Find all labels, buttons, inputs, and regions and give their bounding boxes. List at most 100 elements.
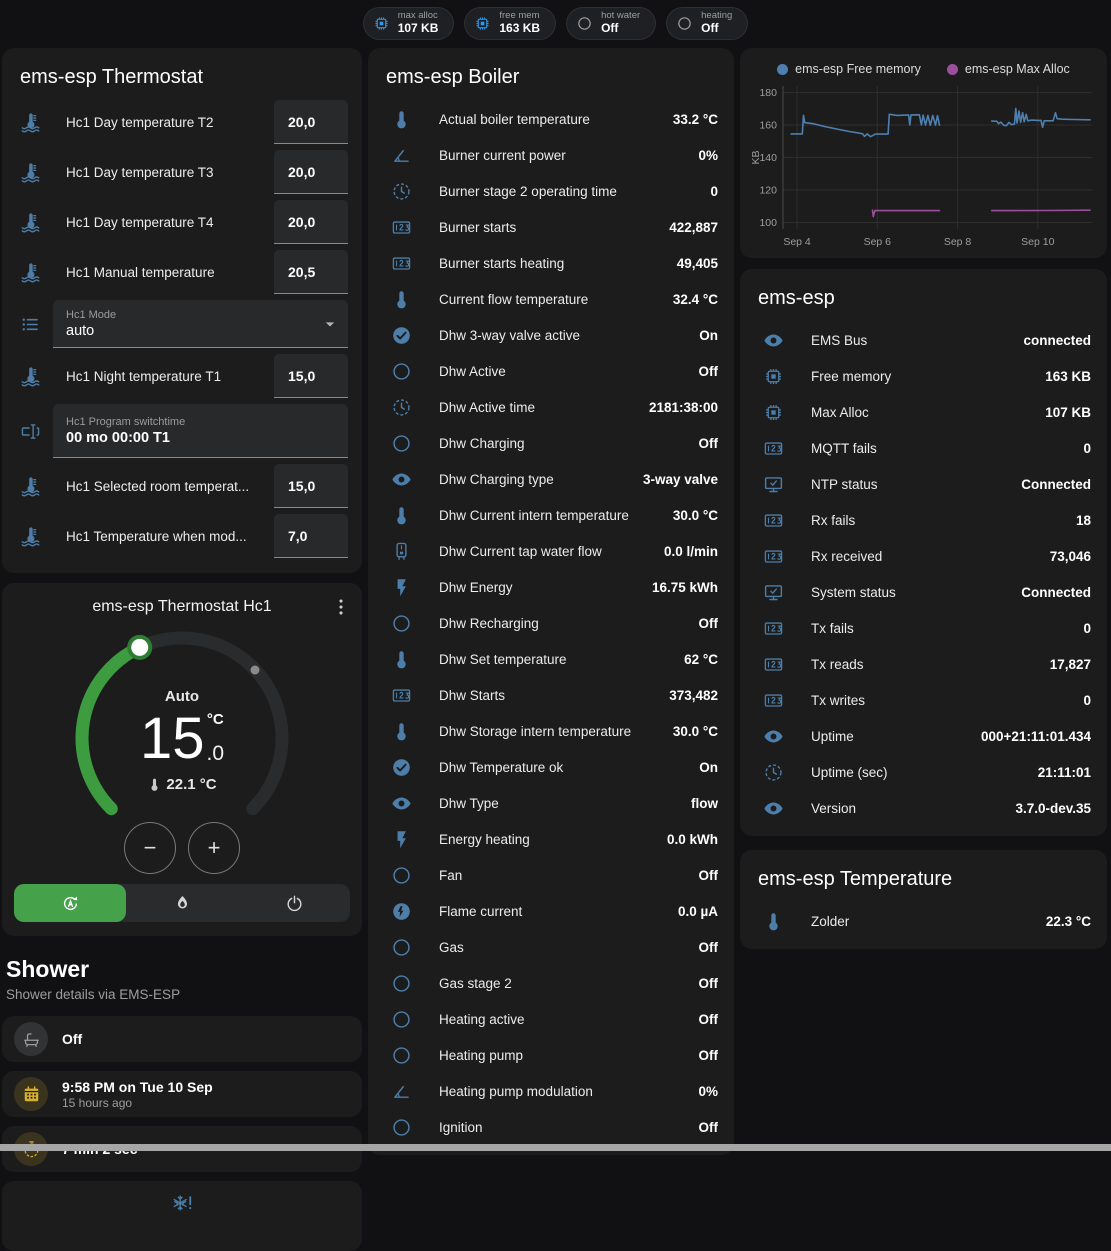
entity-label: Dhw Recharging bbox=[439, 615, 539, 631]
mode-auto-button[interactable] bbox=[14, 884, 126, 922]
shower-info-card[interactable]: Off bbox=[2, 1016, 362, 1062]
entity-value: 0 bbox=[710, 183, 718, 199]
temp-decrease-button[interactable]: − bbox=[124, 822, 176, 874]
entity-row[interactable]: Gas stage 2 Off bbox=[384, 965, 718, 1001]
entity-row[interactable]: Burner starts 422,887 bbox=[384, 209, 718, 245]
entity-icon bbox=[391, 145, 412, 166]
entity-value: 107 KB bbox=[1045, 404, 1091, 420]
entity-row[interactable]: Dhw Current tap water flow 0.0 l/min bbox=[384, 533, 718, 569]
status-badge[interactable]: heating Off bbox=[666, 7, 749, 40]
entity-row[interactable]: Free memory 163 KB bbox=[756, 358, 1091, 394]
entity-row[interactable]: Burner stage 2 operating time 0 bbox=[384, 173, 718, 209]
entity-value: 0 bbox=[1083, 692, 1091, 708]
entity-row[interactable]: Dhw Temperature ok On bbox=[384, 749, 718, 785]
legend-item[interactable]: ems-esp Max Alloc bbox=[946, 62, 1070, 76]
row-label: Hc1 Manual temperature bbox=[66, 264, 215, 280]
entity-row[interactable]: Gas Off bbox=[384, 929, 718, 965]
entity-label: Dhw Storage intern temperature bbox=[439, 723, 632, 739]
select-input[interactable]: Hc1 Mode auto bbox=[53, 300, 348, 348]
entity-row[interactable]: Max Alloc 107 KB bbox=[756, 394, 1091, 430]
entity-row[interactable]: Burner current power 0% bbox=[384, 137, 718, 173]
entity-row[interactable]: Ignition Off bbox=[384, 1109, 718, 1145]
entity-row[interactable]: Dhw Active Off bbox=[384, 353, 718, 389]
entity-row[interactable]: Tx fails 0 bbox=[756, 610, 1091, 646]
entity-row[interactable]: Dhw Charging Off bbox=[384, 425, 718, 461]
status-badge[interactable]: hot water Off bbox=[566, 7, 657, 40]
temp-increase-button[interactable]: + bbox=[188, 822, 240, 874]
entity-icon bbox=[391, 433, 412, 454]
entity-row[interactable]: Heating pump modulation 0% bbox=[384, 1073, 718, 1109]
number-input[interactable]: 15,0 bbox=[274, 464, 348, 508]
entity-row[interactable]: Dhw Energy 16.75 kWh bbox=[384, 569, 718, 605]
entity-row[interactable]: Zolder 22.3 °C bbox=[756, 903, 1091, 939]
mode-off-button[interactable] bbox=[238, 884, 350, 922]
boiler-card: ems-esp Boiler Actual boiler temperature… bbox=[368, 48, 734, 1155]
entity-row[interactable]: System status Connected bbox=[756, 574, 1091, 610]
entity-value: 0% bbox=[698, 147, 718, 163]
status-badge[interactable]: free mem 163 KB bbox=[464, 7, 557, 40]
entity-row[interactable]: Energy heating 0.0 kWh bbox=[384, 821, 718, 857]
entity-label: EMS Bus bbox=[811, 332, 868, 348]
number-input[interactable]: 7,0 bbox=[274, 514, 348, 558]
entity-row[interactable]: Tx writes 0 bbox=[756, 682, 1091, 718]
entity-icon bbox=[391, 253, 412, 274]
row-label: Hc1 Day temperature T2 bbox=[66, 114, 214, 130]
entity-row[interactable]: NTP status Connected bbox=[756, 466, 1091, 502]
legend-label: ems-esp Max Alloc bbox=[964, 62, 1070, 76]
shower-card-icon bbox=[14, 1022, 48, 1056]
entity-value: Off bbox=[698, 363, 719, 379]
entity-row[interactable]: Flame current 0.0 µA bbox=[384, 893, 718, 929]
flame-icon bbox=[173, 894, 192, 913]
bottom-scrollbar[interactable] bbox=[0, 1144, 1111, 1151]
svg-text:Sep 8: Sep 8 bbox=[943, 236, 971, 248]
entity-value: 30.0 °C bbox=[672, 723, 718, 739]
entity-row[interactable]: Burner starts heating 49,405 bbox=[384, 245, 718, 281]
entity-icon bbox=[763, 474, 784, 495]
entity-label: Dhw Current intern temperature bbox=[439, 507, 629, 523]
entity-row[interactable]: Dhw Recharging Off bbox=[384, 605, 718, 641]
status-badge[interactable]: max alloc 107 KB bbox=[362, 7, 455, 40]
entity-row[interactable]: Dhw Set temperature 62 °C bbox=[384, 641, 718, 677]
entity-row[interactable]: Dhw Charging type 3-way valve bbox=[384, 461, 718, 497]
number-input[interactable]: 20,0 bbox=[274, 150, 348, 194]
entity-icon bbox=[391, 325, 412, 346]
entity-label: Rx received bbox=[811, 548, 883, 564]
hvac-mode-switcher bbox=[14, 884, 350, 922]
entity-label: Actual boiler temperature bbox=[439, 111, 590, 127]
entity-row[interactable]: Fan Off bbox=[384, 857, 718, 893]
svg-text:Sep 6: Sep 6 bbox=[863, 236, 891, 248]
entity-row[interactable]: Heating active Off bbox=[384, 1001, 718, 1037]
entity-row[interactable]: Tx reads 17,827 bbox=[756, 646, 1091, 682]
entity-row[interactable]: Dhw Type flow bbox=[384, 785, 718, 821]
entity-row[interactable]: Dhw Storage intern temperature 30.0 °C bbox=[384, 713, 718, 749]
row-label: Hc1 Temperature when mod... bbox=[66, 528, 247, 544]
shower-info-card[interactable]: 9:58 PM on Tue 10 Sep 15 hours ago bbox=[2, 1071, 362, 1117]
entity-row[interactable]: Uptime 000+21:11:01.434 bbox=[756, 718, 1091, 754]
input-value: 00 mo 00:00 T1 bbox=[66, 429, 170, 446]
entity-row[interactable]: Rx received 73,046 bbox=[756, 538, 1091, 574]
legend-item[interactable]: ems-esp Free memory bbox=[777, 62, 921, 76]
select-input[interactable]: Hc1 Program switchtime 00 mo 00:00 T1 bbox=[53, 404, 348, 458]
more-options-icon[interactable] bbox=[330, 596, 352, 618]
entity-row[interactable]: Rx fails 18 bbox=[756, 502, 1091, 538]
thermostat-dial[interactable]: Auto 15 °C .0 22.1 °C − + bbox=[2, 620, 362, 876]
entity-label: Burner starts bbox=[439, 219, 517, 235]
entity-row[interactable]: Actual boiler temperature 33.2 °C bbox=[384, 101, 718, 137]
entity-row[interactable]: Uptime (sec) 21:11:01 bbox=[756, 754, 1091, 790]
number-input[interactable]: 20,0 bbox=[274, 100, 348, 144]
entity-row[interactable]: Heating pump Off bbox=[384, 1037, 718, 1073]
entity-row[interactable]: Dhw Current intern temperature 30.0 °C bbox=[384, 497, 718, 533]
number-input[interactable]: 20,0 bbox=[274, 200, 348, 244]
number-input[interactable]: 20,5 bbox=[274, 250, 348, 294]
entity-row[interactable]: Dhw Active time 2181:38:00 bbox=[384, 389, 718, 425]
entity-row[interactable]: EMS Bus connected bbox=[756, 322, 1091, 358]
entity-row[interactable]: Version 3.7.0-dev.35 bbox=[756, 790, 1091, 826]
entity-row[interactable]: Current flow temperature 32.4 °C bbox=[384, 281, 718, 317]
partial-card[interactable] bbox=[2, 1181, 362, 1251]
snowflake-alert-icon bbox=[171, 1192, 193, 1214]
entity-row[interactable]: Dhw Starts 373,482 bbox=[384, 677, 718, 713]
entity-row[interactable]: Dhw 3-way valve active On bbox=[384, 317, 718, 353]
entity-row[interactable]: MQTT fails 0 bbox=[756, 430, 1091, 466]
number-input[interactable]: 15,0 bbox=[274, 354, 348, 398]
mode-heat-button[interactable] bbox=[126, 884, 238, 922]
